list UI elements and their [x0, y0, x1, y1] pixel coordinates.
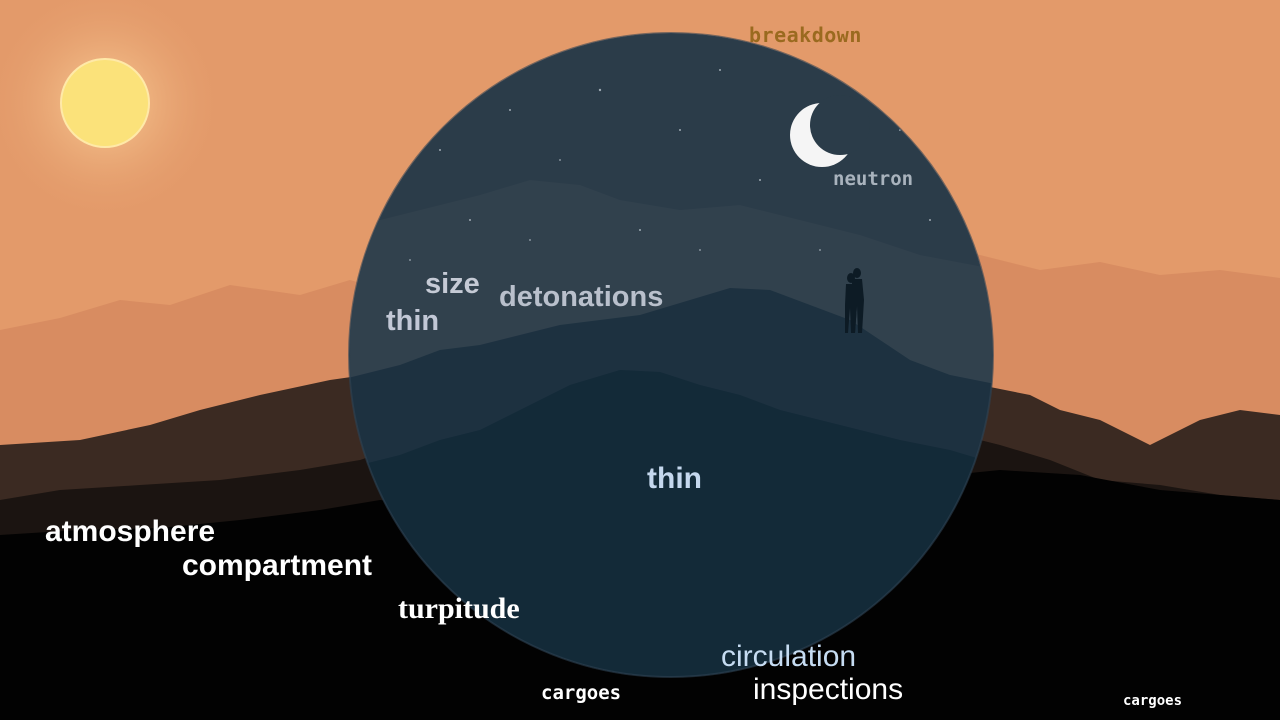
- word-cargoes-left: cargoes: [541, 682, 622, 704]
- word-inspections: inspections: [753, 673, 904, 706]
- word-turpitude: turpitude: [398, 592, 520, 625]
- word-size: size: [425, 268, 480, 300]
- word-thin-lower: thin: [647, 462, 702, 495]
- sun-icon: [60, 58, 150, 148]
- orb-outline: [348, 32, 994, 678]
- word-compartment: compartment: [182, 549, 373, 582]
- word-atmosphere: atmosphere: [45, 515, 216, 548]
- word-neutron: neutron: [833, 168, 914, 190]
- word-breakdown: breakdown: [749, 23, 862, 47]
- moon-icon: [790, 95, 870, 167]
- word-thin-upper: thin: [386, 305, 440, 337]
- word-detonations: detonations: [499, 281, 664, 313]
- couple-silhouette: [845, 268, 864, 333]
- word-circulation: circulation: [721, 640, 857, 673]
- word-cargoes-right: cargoes: [1123, 693, 1183, 709]
- stars: [409, 69, 931, 261]
